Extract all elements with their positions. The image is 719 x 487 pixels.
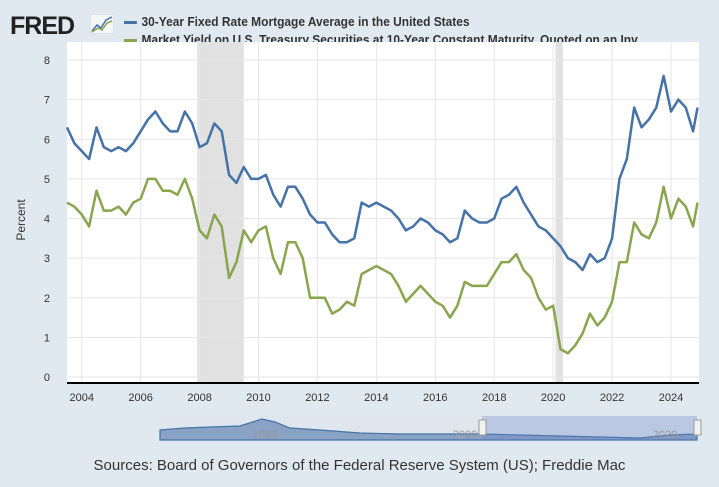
y-tick-label: 1 [44, 332, 50, 344]
y-tick-label: 4 [44, 214, 50, 226]
y-tick-label: 8 [44, 55, 50, 67]
chart-line-icon [90, 14, 114, 34]
navigator-label: 2000 [453, 429, 477, 441]
navigator-handle[interactable] [478, 419, 487, 436]
x-tick-label: 2022 [600, 392, 624, 404]
navigator-label: 2020 [653, 429, 677, 441]
x-tick-label: 2024 [659, 392, 683, 404]
x-tick-label: 2004 [69, 392, 93, 404]
x-tick-label: 2014 [364, 392, 388, 404]
y-tick-label: 0 [44, 372, 50, 384]
x-tick-label: 2006 [128, 392, 152, 404]
source-note: Sources: Board of Governors of the Feder… [93, 457, 626, 474]
x-tick-label: 2010 [246, 392, 270, 404]
legend-label: 30-Year Fixed Rate Mortgage Average in t… [141, 14, 470, 29]
line-chart[interactable]: 0 1 2 3 4 5 6 7 8 2004 2006 2008 2010 2012 2014 2016 201… [0, 0, 719, 450]
navigator-handle[interactable] [693, 419, 702, 436]
series-line-0[interactable] [65, 74, 699, 272]
y-tick-label: 2 [44, 293, 50, 305]
y-tick-label: 5 [44, 174, 50, 186]
legend-swatch [124, 21, 137, 25]
y-tick-label: 7 [44, 95, 50, 107]
x-tick-label: 2018 [482, 392, 506, 404]
y-axis-label: Percent [14, 199, 28, 241]
navigator-series [159, 418, 698, 441]
y-tick-label: 3 [44, 253, 50, 265]
x-tick-label: 2012 [305, 392, 329, 404]
navigator[interactable]: 1980 2000 2020 [159, 416, 702, 441]
legend-item-mortgage[interactable]: 30-Year Fixed Rate Mortgage Average in t… [124, 14, 470, 29]
recession-shading [197, 42, 244, 383]
fred-logo[interactable]: FRED [10, 12, 75, 40]
x-tick-label: 2016 [423, 392, 447, 404]
recession-shading [555, 42, 563, 383]
navigator-label: 1980 [253, 429, 277, 441]
legend-swatch [124, 39, 137, 43]
y-tick-label: 6 [44, 134, 50, 146]
x-tick-label: 2020 [541, 392, 565, 404]
x-tick-label: 2008 [187, 392, 211, 404]
plot-area [67, 42, 699, 383]
navigator-selection[interactable] [482, 416, 697, 440]
series-line-1[interactable] [66, 177, 699, 355]
